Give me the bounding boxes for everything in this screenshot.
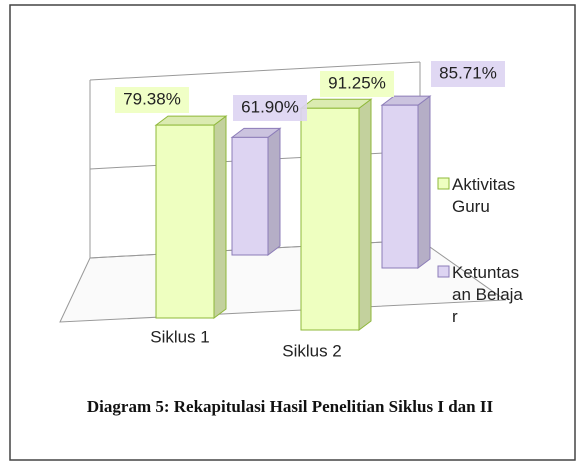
bar-side — [213, 115, 227, 319]
x-tick-label: Siklus 2 — [282, 341, 342, 360]
legend-entry: Ketuntasan Belajar — [452, 263, 523, 326]
value-label: 79.38% — [123, 89, 181, 108]
grid-line — [89, 61, 421, 81]
bar — [231, 136, 269, 256]
bar — [155, 124, 215, 319]
bar-side — [267, 127, 281, 256]
bar-top — [154, 115, 228, 126]
value-label-bg — [233, 95, 307, 121]
bar-side — [417, 95, 431, 269]
floor — [59, 239, 507, 323]
legend-swatch — [437, 265, 450, 278]
legend-entry: Aktivitas Guru — [452, 175, 516, 216]
legend-swatch — [437, 177, 450, 190]
bar — [381, 104, 419, 269]
bar — [300, 107, 360, 331]
caption: Diagram 5: Rekapitulasi Hasil Penelitian… — [86, 397, 494, 416]
value-label-bg — [115, 87, 189, 113]
bar-side — [358, 98, 372, 331]
value-label-bg — [431, 61, 505, 87]
value-label-bg — [320, 71, 394, 97]
frame — [9, 4, 576, 461]
value-label: 91.25% — [328, 73, 386, 92]
value-label: 61.90% — [241, 97, 299, 116]
x-tick-label: Siklus 1 — [150, 327, 210, 346]
bar-top — [299, 98, 373, 109]
value-label: 85.71% — [439, 63, 497, 82]
